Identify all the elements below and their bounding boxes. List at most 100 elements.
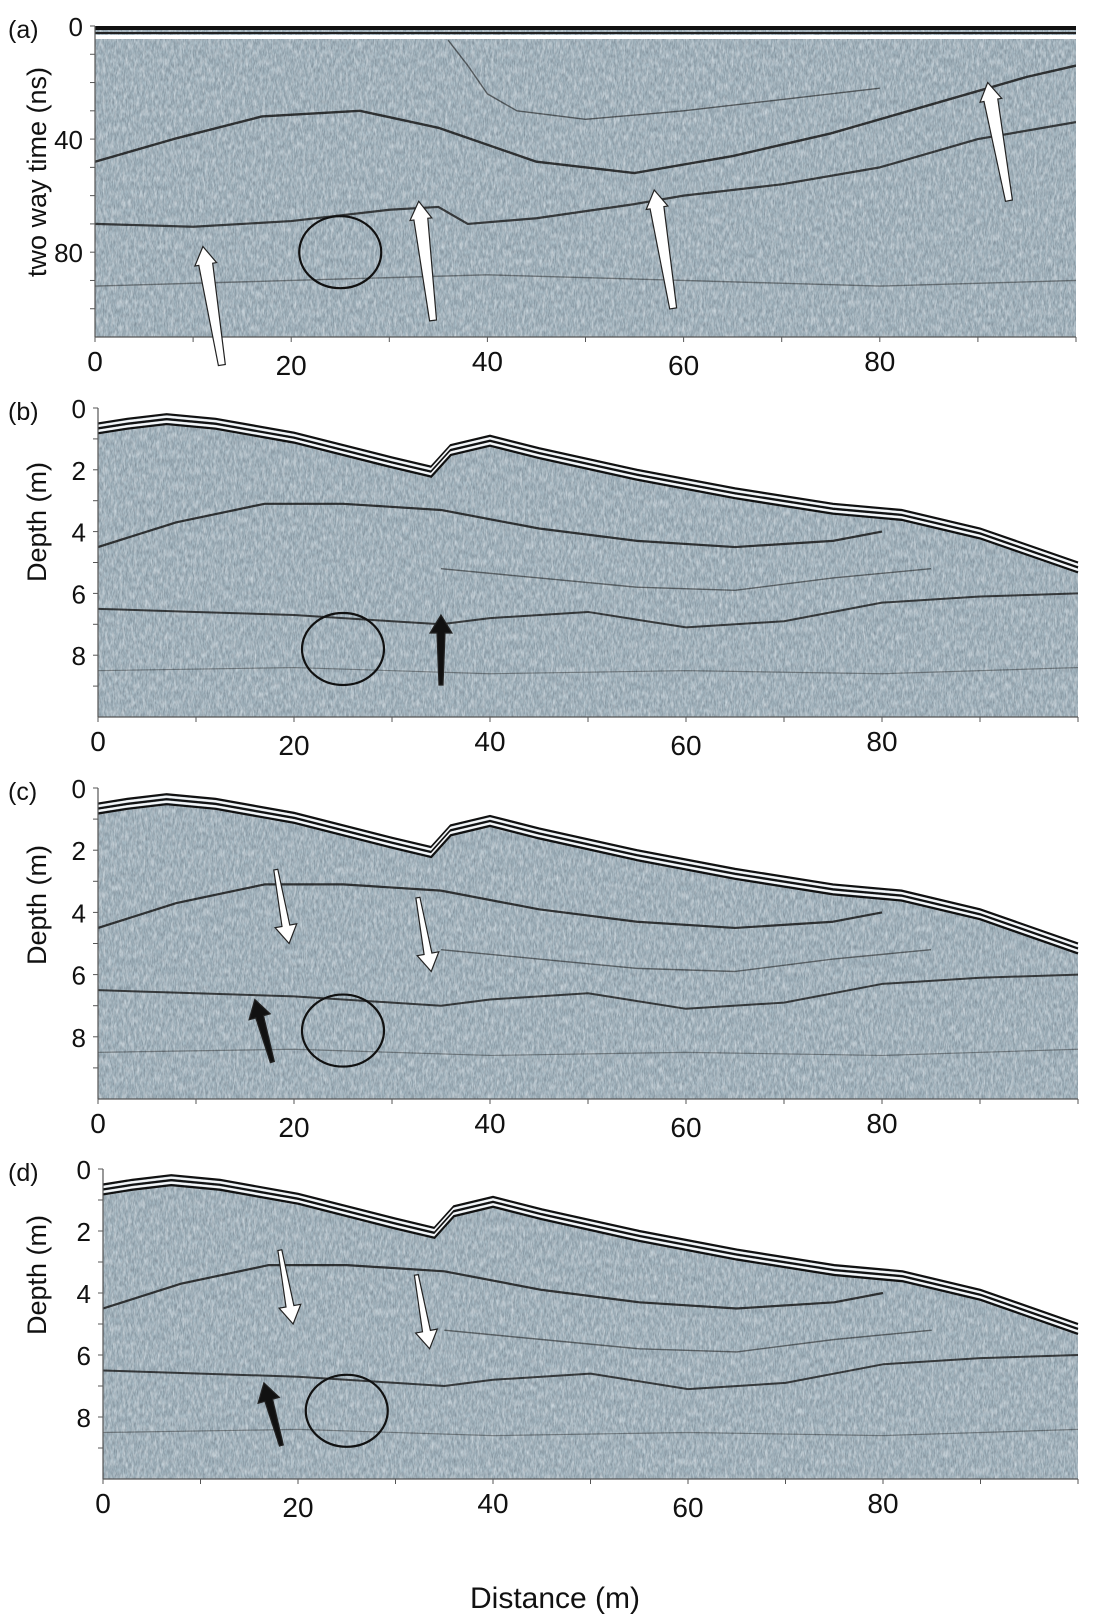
circle-annotation [304, 1373, 389, 1448]
x-tick-label: 80 [866, 726, 897, 757]
reflector-line [440, 567, 932, 592]
white-arrow-annotation [413, 1273, 439, 1350]
reflector-line [103, 1354, 1078, 1391]
reflector-line [444, 1329, 932, 1353]
x-tick-label: 80 [866, 1108, 897, 1139]
white-arrow-annotation [273, 868, 298, 945]
surface-reflection [97, 418, 1079, 569]
surface-reflection [97, 793, 1079, 945]
y-tick-label: 2 [72, 456, 86, 486]
surface-reflection [97, 422, 1079, 574]
y-tick-label: 8 [77, 1403, 91, 1433]
circle-annotation [300, 993, 386, 1068]
white-arrow-annotation [415, 896, 440, 973]
reflector-line [98, 502, 883, 549]
surface-reflection [102, 1184, 1079, 1335]
surface-reflection [102, 1174, 1079, 1326]
radargram-section [95, 26, 1076, 337]
radargram-section [103, 1175, 1078, 1479]
x-tick-label: 20 [278, 1112, 309, 1143]
circle-annotation [300, 611, 386, 687]
y-tick-label: 2 [72, 836, 86, 866]
panel-label: (a) [8, 16, 39, 44]
y-tick-label: 0 [77, 1155, 91, 1185]
reflector-line [98, 592, 1078, 629]
x-tick-label: 0 [90, 1108, 106, 1139]
y-tick-label: 6 [72, 579, 86, 609]
y-tick-label: 40 [54, 125, 83, 155]
x-tick-label: 40 [472, 346, 503, 377]
white-arrow-annotation [277, 1249, 302, 1326]
x-tick-label: 20 [276, 350, 307, 381]
radargram-section [98, 794, 1078, 1099]
reflector-line [98, 973, 1078, 1010]
y-axis-title: two way time (ns) [22, 67, 52, 277]
white-arrow-annotation [193, 245, 226, 367]
x-tick-label: 0 [95, 1488, 111, 1519]
x-tick-label: 60 [668, 350, 699, 381]
direct-wave [95, 26, 1076, 30]
x-tick-label: 80 [867, 1488, 898, 1519]
black-arrow-annotation [248, 998, 276, 1064]
y-tick-label: 6 [77, 1341, 91, 1371]
surface-reflection [97, 413, 1079, 564]
x-tick-label: 60 [670, 1112, 701, 1143]
y-tick-label: 0 [72, 394, 86, 424]
white-arrow-annotation [979, 81, 1014, 202]
surface-reflection [102, 1176, 1079, 1328]
reflector-line [98, 883, 883, 930]
reflector-line [98, 1048, 1078, 1057]
panel-label: (b) [8, 398, 39, 426]
y-tick-label: 4 [72, 518, 86, 548]
x-tick-label: 40 [474, 1108, 505, 1139]
x-tick-label: 0 [90, 726, 106, 757]
surface-reflection [97, 803, 1079, 955]
surface-reflection [97, 420, 1079, 571]
y-tick-label: 80 [54, 238, 83, 268]
surface-reflection [97, 800, 1079, 953]
reflector-line [103, 1263, 884, 1310]
x-tick-label: 80 [864, 346, 895, 377]
radargram-section [98, 414, 1078, 717]
x-tick-label: 20 [282, 1492, 313, 1523]
reflector-line [98, 666, 1078, 675]
surface-reflection [97, 795, 1079, 948]
y-tick-label: 8 [72, 641, 86, 671]
panel-label: (d) [8, 1159, 39, 1187]
x-axis-title: Distance (m) [470, 1582, 640, 1615]
circle-annotation [298, 215, 383, 290]
black-arrow-annotation [428, 613, 454, 686]
y-axis-title: Depth (m) [22, 462, 52, 582]
x-tick-label: 20 [278, 730, 309, 761]
reflector-line [95, 64, 1076, 175]
black-arrow-annotation [257, 1381, 285, 1447]
surface-reflection [97, 798, 1079, 950]
y-axis-title: Depth (m) [22, 1215, 52, 1335]
x-tick-label: 60 [670, 730, 701, 761]
white-arrow-annotation [645, 188, 678, 310]
y-tick-label: 0 [72, 774, 86, 804]
surface-reflection [102, 1181, 1079, 1333]
y-tick-label: 0 [69, 12, 83, 42]
reflector-line [440, 949, 932, 973]
panel-a: 0 40 80 0 20 40 60 80 (a) two way time (ns) [8, 12, 1077, 381]
x-tick-label: 0 [87, 346, 103, 377]
y-tick-label: 6 [72, 961, 86, 991]
x-tick-label: 60 [672, 1492, 703, 1523]
reflector-line [447, 39, 880, 121]
x-tick-label: 40 [477, 1488, 508, 1519]
y-axis-title: Depth (m) [22, 845, 52, 965]
surface-reflection [97, 415, 1079, 567]
white-arrow-annotation [409, 200, 438, 322]
reflector-line [95, 274, 1076, 287]
y-tick-label: 4 [77, 1279, 91, 1309]
x-tick-label: 40 [474, 726, 505, 757]
y-tick-label: 8 [72, 1023, 86, 1053]
surface-reflection [102, 1179, 1079, 1330]
reflector-line [103, 1428, 1078, 1437]
y-tick-label: 2 [77, 1217, 91, 1247]
